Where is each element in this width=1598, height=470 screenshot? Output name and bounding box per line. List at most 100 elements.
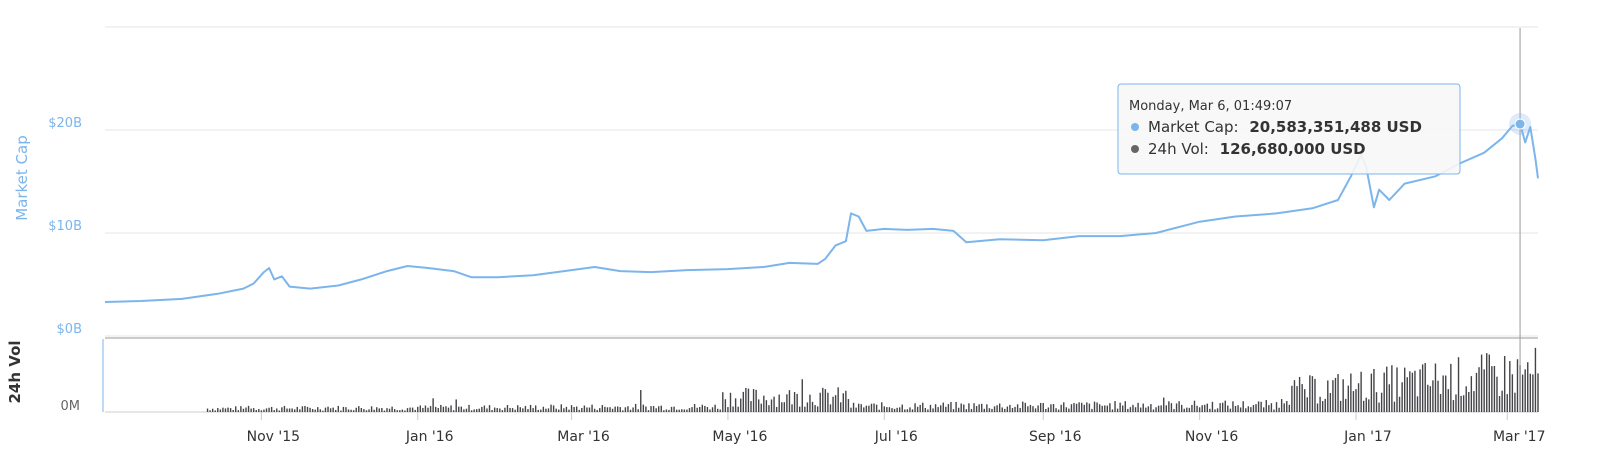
volume-bar	[1078, 402, 1080, 412]
volume-bar	[1083, 404, 1085, 412]
volume-bar	[227, 407, 229, 412]
volume-bar	[1380, 392, 1383, 412]
volume-bar	[1034, 408, 1037, 412]
volume-bar	[1173, 409, 1175, 412]
volume-bar	[622, 410, 624, 412]
volume-bar	[1152, 409, 1155, 412]
volume-bar	[1411, 372, 1414, 412]
volume-bar	[1450, 363, 1452, 412]
volume-bar	[1350, 373, 1352, 412]
volume-bar	[1457, 357, 1460, 412]
volume-bar	[563, 408, 565, 412]
volume-bar	[775, 406, 778, 412]
volume-bar	[309, 407, 311, 412]
volume-bar	[1006, 406, 1009, 412]
volume-bar	[832, 396, 834, 412]
volume-bar	[281, 407, 283, 412]
volume-bar	[1014, 406, 1016, 412]
volume-bar	[409, 407, 411, 412]
volume-bar	[388, 408, 391, 412]
volume-bar	[1478, 367, 1480, 412]
volume-bar	[811, 401, 814, 412]
volume-bar	[1050, 404, 1052, 412]
volume-bar	[757, 399, 760, 412]
volume-bar	[427, 407, 429, 412]
volume-bar	[1191, 404, 1193, 412]
volume-bar	[865, 405, 868, 412]
volume-bar	[911, 409, 914, 412]
volume-bar	[540, 409, 542, 412]
volume-bar	[1114, 401, 1116, 412]
tooltip-market-cap-bullet	[1131, 123, 1139, 131]
volume-bar	[1427, 384, 1429, 412]
volume-bar	[1373, 368, 1375, 412]
volume-bar	[1275, 402, 1278, 412]
volume-bar	[1101, 405, 1103, 412]
volume-bar	[670, 406, 673, 412]
volume-bar	[501, 410, 504, 412]
volume-bar	[650, 406, 652, 412]
volume-bar	[476, 409, 478, 412]
volume-bar	[350, 409, 352, 412]
volume-bar	[1142, 403, 1144, 412]
volume-bar	[1498, 396, 1501, 412]
volume-bar	[317, 407, 319, 412]
volume-bar	[1221, 402, 1224, 412]
volume-bar	[304, 405, 306, 412]
volume-bar	[429, 406, 432, 412]
volume-bar	[1506, 394, 1508, 412]
volume-bar	[827, 392, 829, 412]
crosshair[interactable]	[1509, 28, 1532, 412]
volume-bar	[1032, 406, 1034, 412]
volume-bar	[950, 401, 952, 412]
volume-bar	[255, 410, 257, 412]
volume-bar	[814, 405, 816, 412]
volume-bar	[637, 409, 639, 412]
volume-bar	[311, 409, 314, 412]
volume-bar	[504, 407, 506, 412]
volume-bar	[868, 405, 870, 412]
volume-bar	[568, 409, 570, 412]
volume-bar	[1116, 408, 1119, 412]
volume-bar	[1104, 405, 1106, 412]
volume-bar	[1004, 408, 1006, 412]
volume-bar	[906, 409, 909, 412]
volume-bar	[470, 410, 473, 412]
volume-bar	[1237, 405, 1239, 412]
volume-bar	[927, 409, 929, 412]
volume-bar	[632, 407, 634, 412]
volume-bar	[834, 395, 837, 412]
volume-bar	[1196, 405, 1198, 412]
volume-bar	[937, 407, 939, 412]
volume-bar	[391, 406, 393, 412]
volume-bar	[1421, 364, 1424, 412]
volume-bar	[558, 409, 560, 412]
volume-bar	[1501, 390, 1503, 412]
volume-bar	[599, 408, 601, 412]
volume-bar	[1280, 399, 1283, 412]
volume-bar	[863, 407, 865, 412]
volume-bar	[1137, 402, 1139, 412]
volume-bar	[565, 406, 568, 412]
volume-bar	[750, 401, 752, 412]
volume-bar	[450, 405, 452, 412]
volume-bar	[1496, 376, 1498, 412]
volume-bar	[1514, 392, 1516, 412]
tooltip-date: Monday, Mar 6, 01:49:07	[1129, 99, 1292, 114]
volume-bar	[1365, 397, 1367, 412]
volume-bar	[647, 410, 650, 412]
volume-bar	[706, 407, 709, 412]
volume-bar	[1234, 405, 1237, 412]
volume-bar	[452, 410, 455, 412]
volume-bar	[734, 398, 737, 412]
volume-bar	[960, 403, 962, 412]
volume-bar	[1039, 402, 1042, 412]
volume-bar	[393, 409, 396, 412]
volume-bar	[783, 402, 786, 412]
volume-bar	[404, 410, 406, 412]
volume-bar	[714, 404, 716, 412]
hover-marker[interactable]	[1514, 118, 1526, 130]
volume-bar	[1227, 405, 1229, 412]
market-cap-line	[104, 123, 1539, 303]
tooltip: Monday, Mar 6, 01:49:07 Market Cap: 20,5…	[1117, 83, 1461, 175]
